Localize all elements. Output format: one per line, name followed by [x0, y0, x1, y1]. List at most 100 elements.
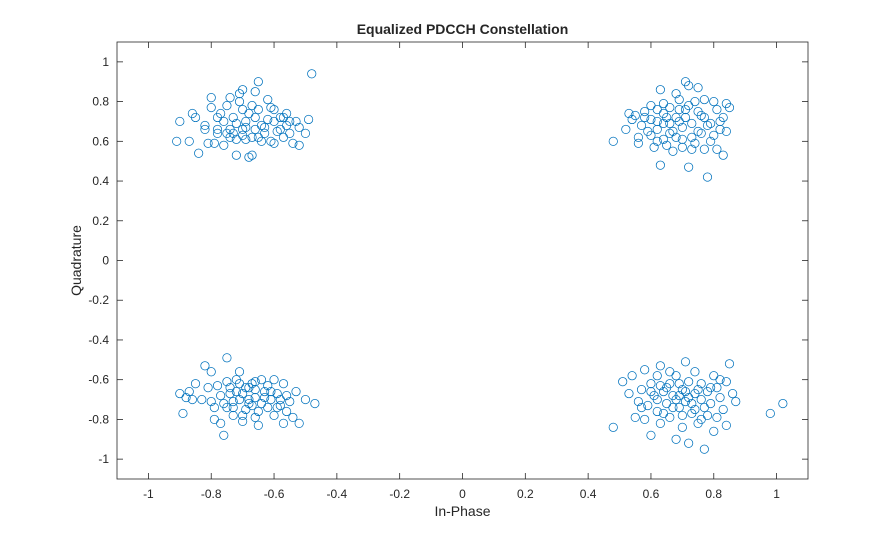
- data-point: [671, 434, 681, 444]
- data-point: [668, 146, 678, 156]
- data-point: [190, 379, 201, 389]
- data-point: [250, 412, 260, 422]
- data-point: [228, 402, 238, 413]
- x-tick-label: -0.6: [264, 487, 285, 501]
- data-point: [696, 128, 706, 138]
- data-point: [263, 381, 273, 391]
- data-point: [728, 389, 738, 399]
- data-point: [658, 408, 669, 419]
- data-point: [627, 371, 637, 381]
- data-point: [608, 422, 618, 432]
- y-tick-label: -0.6: [88, 373, 109, 387]
- data-point: [655, 160, 665, 170]
- data-point: [225, 389, 235, 399]
- data-point: [693, 83, 703, 93]
- data-point: [699, 402, 709, 413]
- data-point: [250, 392, 260, 403]
- data-point: [715, 392, 725, 403]
- data-point: [244, 152, 254, 162]
- data-point: [175, 116, 185, 127]
- data-point: [272, 389, 282, 399]
- data-point: [231, 118, 241, 129]
- data-point: [288, 412, 298, 422]
- data-point: [212, 128, 223, 138]
- data-point: [665, 118, 675, 129]
- data-point: [624, 108, 634, 119]
- data-point: [655, 85, 665, 95]
- data-point: [272, 126, 282, 136]
- data-point: [203, 138, 213, 148]
- data-point: [765, 408, 775, 419]
- data-point: [212, 381, 223, 391]
- data-point: [674, 104, 684, 115]
- y-tick-label: 0.2: [92, 214, 109, 228]
- data-point: [668, 402, 678, 413]
- data-point: [194, 148, 204, 158]
- data-point: [633, 132, 643, 142]
- data-point: [655, 418, 665, 428]
- data-point: [216, 390, 226, 401]
- data-point: [718, 404, 728, 415]
- data-point: [285, 396, 295, 407]
- data-point: [721, 420, 731, 430]
- data-point: [238, 416, 248, 426]
- x-tick-label: 1: [773, 487, 780, 501]
- data-point: [699, 112, 709, 123]
- data-point: [253, 132, 263, 142]
- x-tick-label: 0.2: [517, 487, 534, 501]
- data-point: [778, 398, 788, 409]
- data-point: [278, 132, 289, 142]
- data-point: [684, 81, 694, 91]
- data-point: [247, 132, 257, 142]
- data-point: [721, 126, 731, 136]
- x-tick-label: -0.8: [201, 487, 222, 501]
- y-tick-label: -0.8: [88, 412, 109, 426]
- data-point: [640, 112, 650, 123]
- y-axis-ticks: 1 0.8 0.6 0.4 0.2 0 -0.2 -0.4 -0.6 -0.8 -1: [88, 55, 808, 466]
- y-tick-label: -0.2: [88, 293, 109, 307]
- data-point: [630, 412, 640, 422]
- data-point: [206, 102, 216, 113]
- data-point: [640, 414, 650, 424]
- data-point: [234, 379, 245, 389]
- data-point: [640, 106, 650, 117]
- data-point: [247, 400, 257, 411]
- data-point: [247, 150, 257, 160]
- data-point: [181, 392, 191, 403]
- data-point: [680, 357, 691, 367]
- data-point: [696, 110, 706, 121]
- data-point: [294, 140, 304, 150]
- y-axis-label: Quadrature: [68, 225, 84, 296]
- data-point: [238, 389, 248, 399]
- data-point: [206, 396, 216, 407]
- data-point: [677, 122, 687, 132]
- data-point: [300, 128, 311, 138]
- data-point: [244, 398, 254, 409]
- data-point: [222, 377, 232, 387]
- data-point: [238, 124, 248, 134]
- data-point: [684, 392, 694, 403]
- data-point: [260, 392, 270, 403]
- data-point: [209, 402, 219, 413]
- data-point: [269, 410, 279, 421]
- x-axis-label: In-Phase: [434, 503, 490, 519]
- x-tick-label: 0: [459, 487, 466, 501]
- data-point: [721, 377, 731, 387]
- data-point: [646, 430, 656, 440]
- data-point: [203, 383, 213, 393]
- y-tick-label: 0: [102, 254, 109, 268]
- data-point: [216, 418, 226, 428]
- data-point: [266, 136, 276, 146]
- data-point: [206, 93, 216, 103]
- data-point: [665, 128, 675, 138]
- data-point: [275, 400, 285, 411]
- data-point: [684, 162, 694, 172]
- data-point: [266, 102, 276, 113]
- x-tick-label: 0.6: [643, 487, 660, 501]
- data-point: [680, 387, 691, 397]
- y-tick-label: -0.4: [88, 333, 109, 347]
- data-point: [652, 124, 662, 134]
- data-point: [640, 365, 650, 375]
- data-point: [684, 438, 694, 448]
